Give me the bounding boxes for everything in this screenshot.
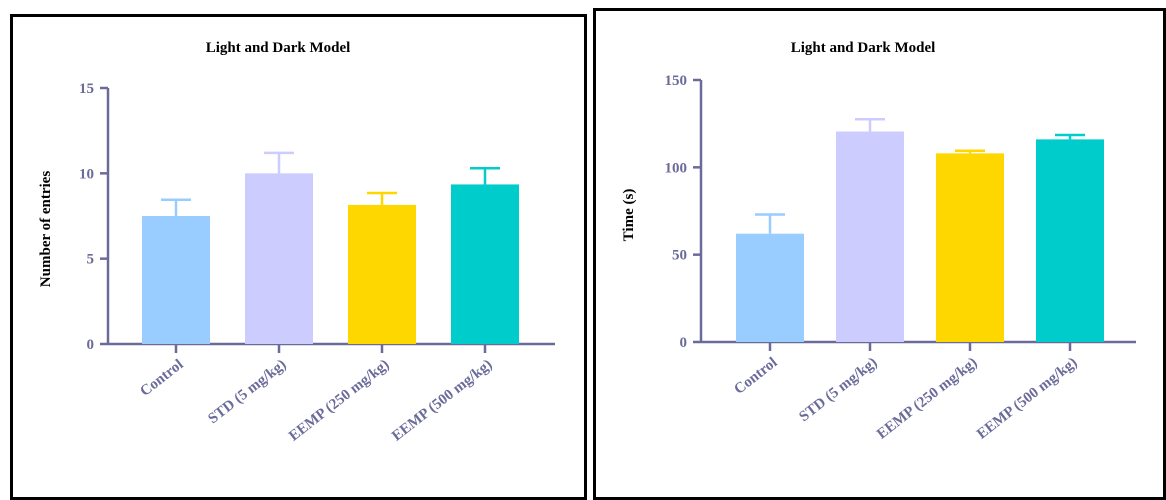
- y-tick-label: 50: [672, 248, 687, 264]
- bar: [451, 184, 519, 344]
- time-chart: Light and Dark Model Time (s) 0 50 100 150 C…: [621, 40, 1136, 443]
- plot-area: 0 5 10 15 Control STD (5 mg/kg)EEMP (250 mg/k…: [79, 81, 555, 445]
- y-tick-label: 0: [680, 335, 688, 351]
- bar: [836, 131, 904, 342]
- bar: [736, 233, 804, 342]
- y-tick-label: 100: [665, 160, 688, 176]
- plot-area: 0 50 100 150 Control STD (5 mg/kg)EEMP (250 m…: [665, 73, 1136, 443]
- x-category-label: EEMP (250 mg/kg): [874, 355, 980, 443]
- y-tick-label: 10: [79, 166, 94, 182]
- chart-panel-entries: Light and Dark Model Number of entries 0…: [10, 14, 587, 500]
- bar: [142, 216, 210, 344]
- x-category-label: STD (5 mg/kg): [796, 355, 880, 426]
- x-category-label: EEMP (250 mg/kg): [286, 357, 392, 445]
- y-axis-title: Number of entries: [38, 171, 54, 288]
- chart-title: Light and Dark Model: [791, 40, 936, 56]
- y-tick-label: 5: [87, 252, 95, 268]
- y-tick-label: 150: [665, 73, 688, 89]
- x-category-label: EEMP (500 mg/kg): [389, 357, 495, 445]
- entries-chart: Light and Dark Model Number of entries 0…: [38, 40, 555, 445]
- chart-title: Light and Dark Model: [206, 40, 351, 56]
- x-category-label: Control: [731, 355, 780, 398]
- x-category-label: Control: [137, 357, 186, 400]
- y-tick-label: 0: [87, 337, 95, 353]
- x-category-label: EEMP (500 mg/kg): [974, 355, 1080, 443]
- bar: [936, 153, 1004, 342]
- bar: [348, 204, 416, 344]
- x-category-label: STD (5 mg/kg): [205, 357, 289, 428]
- y-axis-title: Time (s): [621, 189, 637, 242]
- bar: [1036, 139, 1104, 342]
- y-tick-label: 15: [79, 81, 94, 97]
- chart-panel-time: Light and Dark Model Time (s) 0 50 100 150 C…: [593, 8, 1166, 500]
- bar: [245, 173, 313, 344]
